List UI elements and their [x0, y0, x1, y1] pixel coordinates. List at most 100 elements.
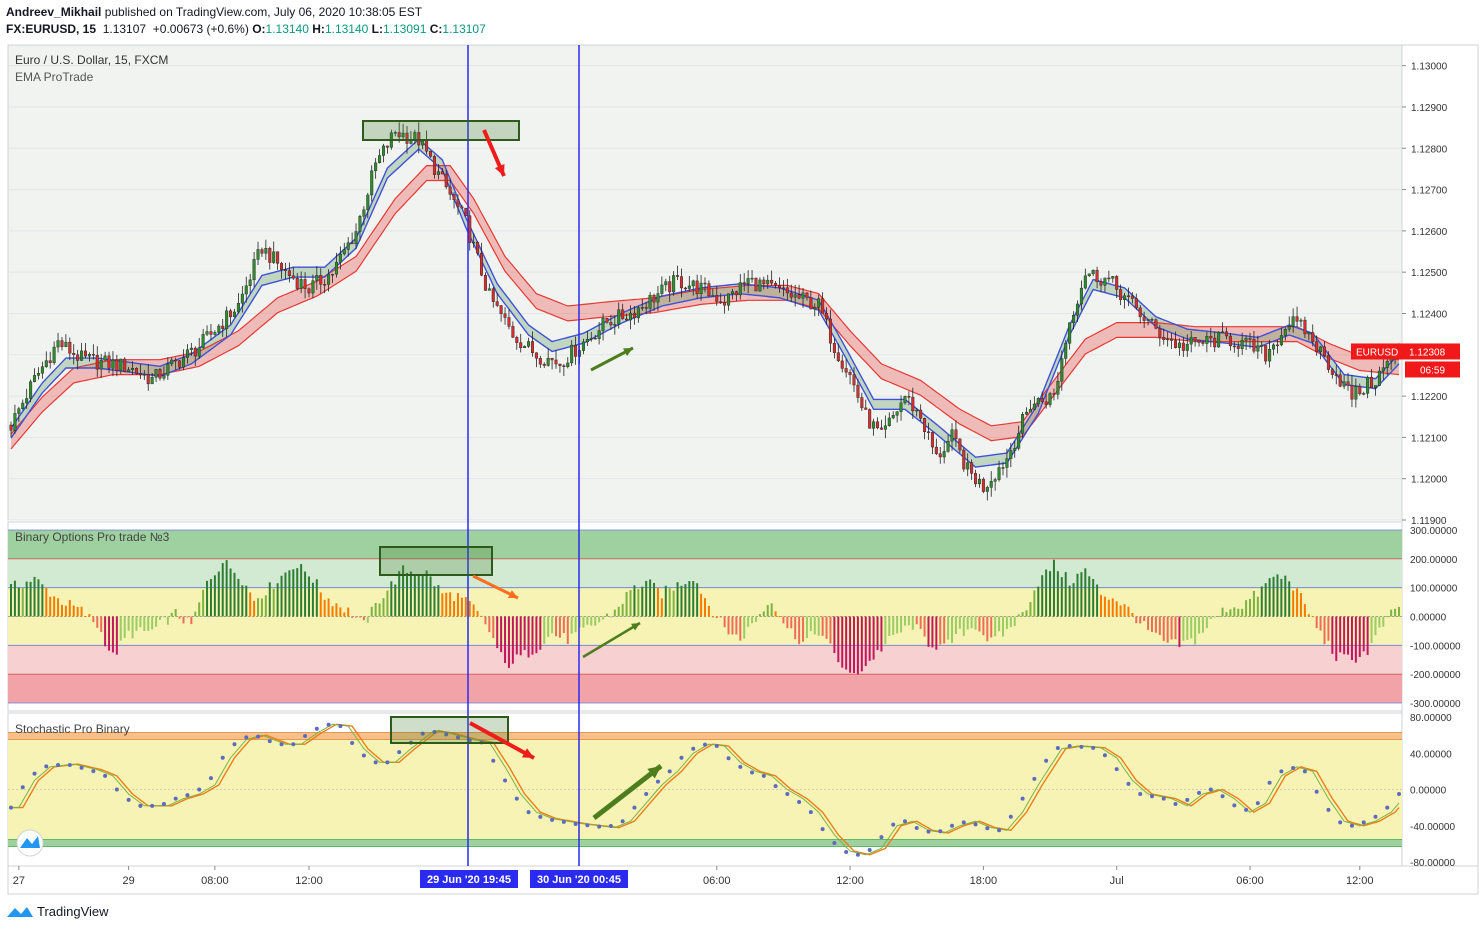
osc-bar — [590, 616, 593, 626]
candle-body — [805, 292, 809, 298]
candle-body — [695, 280, 699, 295]
candle-body — [530, 341, 534, 353]
stoch-dot — [432, 729, 437, 734]
stoch-dot — [1079, 744, 1084, 749]
low-value: 1.13091 — [383, 22, 427, 36]
osc-bar — [664, 585, 667, 617]
candle-body — [213, 332, 217, 335]
osc-bar — [1245, 600, 1248, 617]
candle-body — [1256, 345, 1260, 352]
candle-body — [660, 284, 664, 294]
candle-body — [1283, 329, 1287, 336]
candle-body — [1291, 316, 1295, 327]
candle-body — [354, 231, 358, 245]
osc-bar — [1327, 616, 1330, 641]
candle-body — [189, 347, 193, 350]
stoch-dot — [385, 760, 390, 765]
osc-bar — [1311, 616, 1314, 618]
stoch-dot — [550, 817, 555, 822]
candle-body — [1189, 337, 1193, 345]
candle-body — [1272, 344, 1276, 350]
stoch-dot — [91, 769, 96, 774]
stoch-dot — [1302, 769, 1307, 774]
candle-body — [629, 312, 633, 321]
stoch-dot — [797, 799, 802, 804]
osc-bar — [774, 611, 777, 617]
candle-body — [738, 282, 742, 296]
osc-bar — [1237, 608, 1240, 617]
osc-bar — [472, 604, 475, 617]
stoch-dot — [950, 823, 955, 828]
publisher-name[interactable]: Andreev_Mikhail — [6, 5, 102, 19]
osc-bar — [139, 616, 142, 628]
candle-body — [656, 293, 660, 303]
symbol-label[interactable]: FX:EURUSD, 15 — [6, 22, 97, 36]
osc-bar — [1268, 578, 1271, 617]
candle-body — [707, 283, 711, 297]
stoch-dot — [1361, 820, 1366, 825]
osc-bar — [849, 616, 852, 673]
osc-bar — [1256, 596, 1259, 617]
osc-bar — [727, 616, 730, 635]
candle-body — [193, 347, 197, 357]
osc-bar — [856, 616, 859, 675]
osc-bar — [751, 616, 754, 624]
stoch-dot — [1220, 794, 1225, 799]
osc-bar — [194, 611, 197, 617]
candle-body — [558, 363, 562, 366]
candle-body — [240, 293, 244, 304]
candle-body — [668, 281, 672, 293]
osc-bar — [943, 616, 946, 644]
osc-bar — [660, 598, 663, 617]
candle-body — [879, 427, 883, 430]
osc-bar — [653, 582, 656, 617]
stoch-dot — [926, 829, 931, 834]
candle-body — [609, 322, 613, 326]
osc-bar — [1198, 616, 1201, 634]
candle-body — [1130, 295, 1134, 299]
stoch-dot — [644, 792, 649, 797]
osc-bar — [1049, 571, 1052, 617]
candle-body — [40, 366, 44, 374]
candle-body — [378, 155, 382, 164]
candle-body — [134, 367, 138, 374]
tradingview-footer[interactable]: TradingView — [7, 904, 109, 919]
osc-bar — [155, 616, 158, 627]
candle-body — [68, 341, 72, 354]
osc-bar — [951, 616, 954, 643]
osc-bar — [468, 601, 471, 617]
stoch-dot — [303, 734, 308, 739]
candle-body — [264, 248, 268, 254]
stoch-dot — [514, 796, 519, 801]
candle-body — [217, 325, 221, 333]
osc-bar — [598, 616, 601, 623]
osc-bar — [119, 616, 122, 641]
osc-bar — [358, 616, 361, 618]
candle-body — [758, 279, 762, 292]
osc-bar — [1045, 569, 1048, 617]
osc-bar — [523, 616, 526, 650]
osc-bar — [1001, 616, 1004, 637]
stoch-dot — [1138, 792, 1143, 797]
osc-bar — [719, 616, 722, 618]
osc-bar — [1205, 616, 1208, 629]
osc-bar — [1307, 614, 1310, 617]
candle-body — [158, 369, 162, 379]
candle-body — [236, 303, 240, 313]
stoch-dot — [703, 742, 707, 747]
osc-bar — [1017, 614, 1020, 617]
osc-bar — [872, 616, 875, 660]
stoch-dot — [1255, 801, 1260, 806]
candle-body — [907, 396, 911, 398]
osc-bar — [562, 616, 565, 634]
osc-bar — [1096, 584, 1099, 617]
stoch-dot — [79, 765, 84, 770]
stoch-dot — [420, 731, 425, 736]
osc-bar — [880, 616, 883, 652]
candle-body — [617, 309, 621, 325]
osc-bar — [464, 597, 467, 617]
osc-bar — [633, 585, 636, 617]
candle-body — [672, 275, 676, 293]
osc-bar — [1080, 572, 1083, 617]
